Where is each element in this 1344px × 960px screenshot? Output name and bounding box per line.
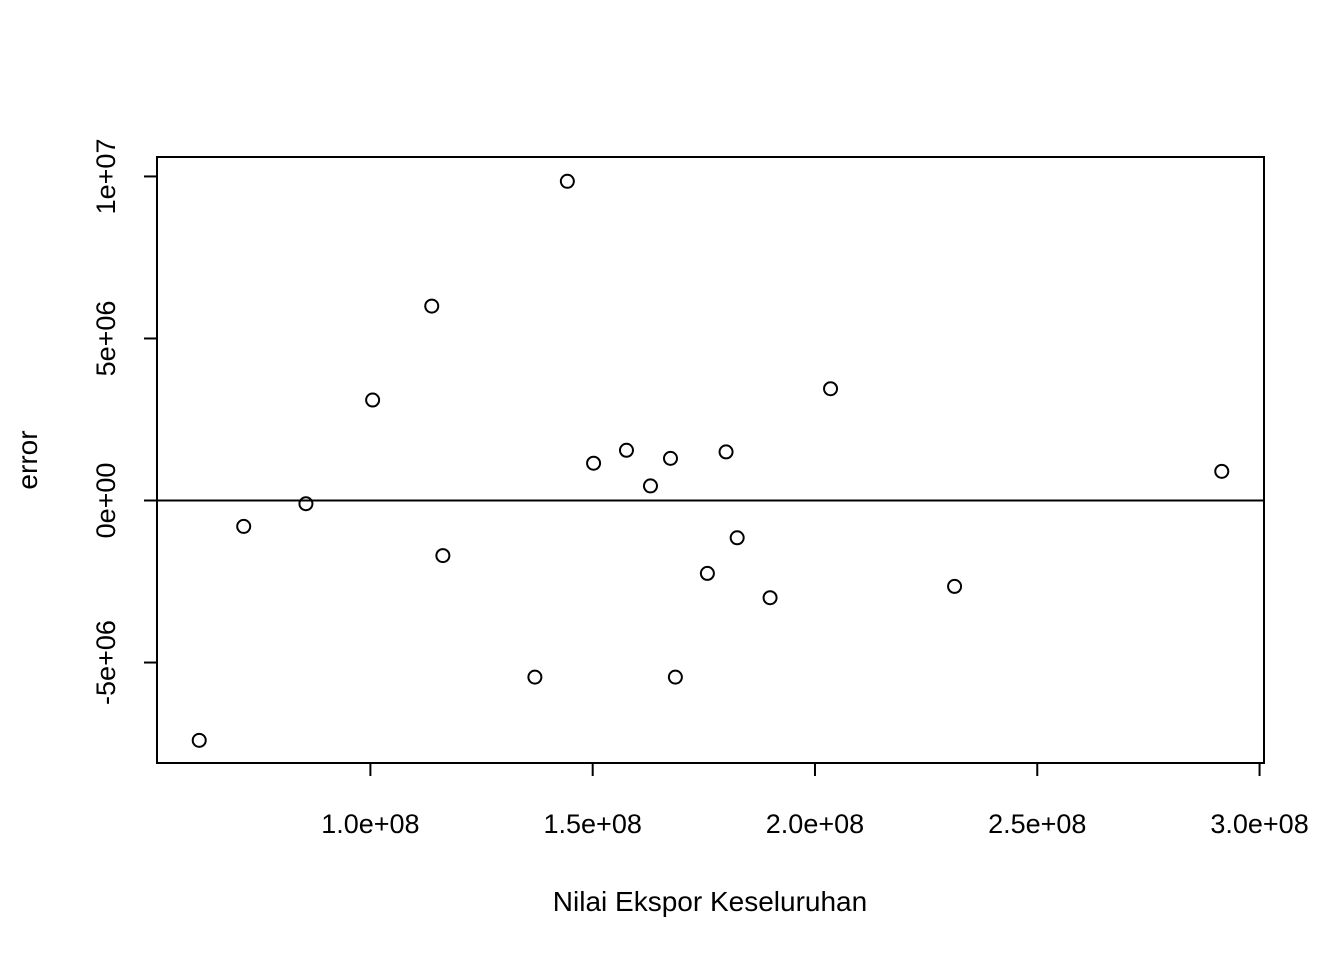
y-tick-label-2: 0e+00 — [91, 463, 121, 539]
data-point-5 — [424, 298, 440, 314]
data-point-19 — [947, 578, 963, 594]
data-point-12 — [662, 450, 678, 466]
x-axis: 1.0e+08 1.5e+08 2.0e+08 2.5e+08 3.0e+08 — [321, 762, 1309, 839]
data-point-14 — [699, 565, 715, 581]
x-tick-label-2: 1.5e+08 — [544, 809, 642, 839]
y-tick-label-3: 5e+06 — [91, 301, 121, 377]
x-tick-label-5: 3.0e+08 — [1210, 809, 1308, 839]
data-point-11 — [642, 478, 658, 494]
data-point-16 — [729, 530, 745, 546]
data-point-6 — [435, 548, 451, 564]
data-point-13 — [667, 669, 683, 685]
data-point-18 — [823, 381, 839, 397]
data-point-2 — [236, 518, 252, 534]
x-tick-label-1: 1.0e+08 — [321, 809, 419, 839]
data-point-8 — [559, 173, 575, 189]
data-point-10 — [618, 442, 634, 458]
y-tick-label-4: 1e+07 — [91, 139, 121, 215]
data-point-20 — [1214, 463, 1230, 479]
data-point-7 — [527, 669, 543, 685]
data-point-9 — [586, 455, 602, 471]
x-tick-label-4: 2.5e+08 — [988, 809, 1086, 839]
x-axis-label: Nilai Ekspor Keseluruhan — [553, 886, 867, 917]
y-axis-label: error — [12, 430, 43, 489]
data-point-1 — [191, 732, 207, 748]
data-point-4 — [365, 392, 381, 408]
data-point-17 — [762, 590, 778, 606]
x-tick-label-3: 2.0e+08 — [766, 809, 864, 839]
chart-marks — [157, 173, 1264, 748]
y-axis: -5e+06 0e+00 5e+06 1e+07 — [91, 139, 158, 705]
data-point-3 — [298, 496, 314, 512]
data-point-15 — [718, 444, 734, 460]
y-tick-label-1: -5e+06 — [91, 620, 121, 705]
